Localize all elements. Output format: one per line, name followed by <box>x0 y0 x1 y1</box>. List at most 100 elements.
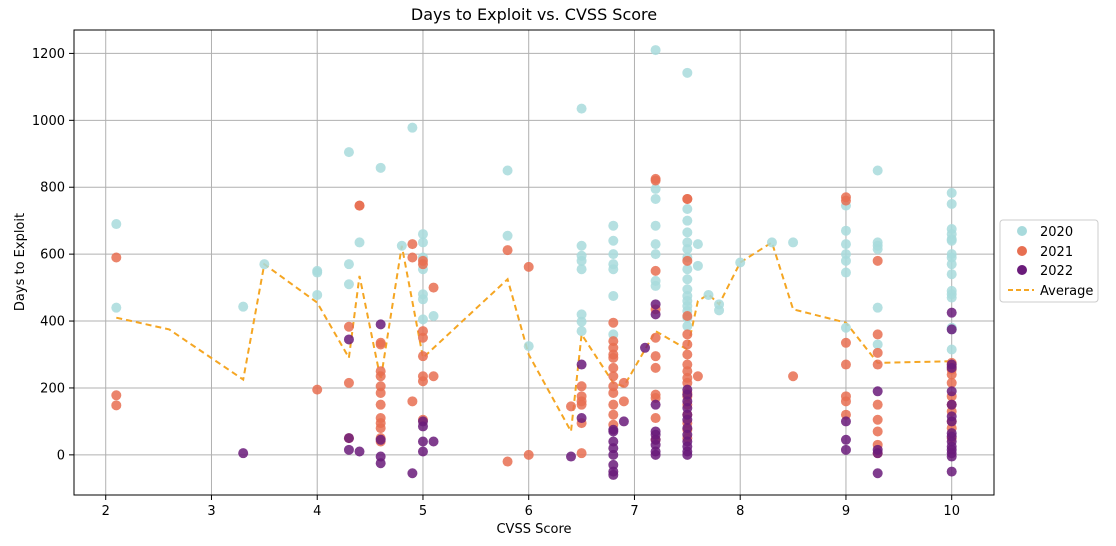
point-2021 <box>682 329 693 340</box>
point-2020 <box>946 292 957 303</box>
y-tick-label: 600 <box>40 248 65 263</box>
point-2020 <box>946 187 957 198</box>
legend-marker-2021 <box>1017 246 1027 256</box>
point-2022 <box>946 362 957 373</box>
point-2022 <box>872 448 883 459</box>
point-2020 <box>576 316 587 327</box>
plot-frame <box>73 29 995 496</box>
point-2020 <box>840 322 851 333</box>
x-tick-label: 7 <box>630 504 638 519</box>
point-2021 <box>608 352 619 363</box>
point-2021 <box>576 399 587 410</box>
point-2022 <box>608 426 619 437</box>
point-2022 <box>650 449 661 460</box>
point-2022 <box>375 319 386 330</box>
point-2020 <box>650 249 661 260</box>
point-2021 <box>872 347 883 358</box>
series-2021 <box>111 173 957 467</box>
legend-label-2022: 2022 <box>1040 264 1073 279</box>
point-2021 <box>375 387 386 398</box>
point-2021 <box>682 193 693 204</box>
y-axis-ticks: 0 200 400 600 800 1000 1200 <box>32 47 74 463</box>
chart-title: Days to Exploit vs. CVSS Score <box>411 5 657 24</box>
point-2022 <box>407 468 418 479</box>
point-2022 <box>682 449 693 460</box>
point-2021 <box>608 317 619 328</box>
point-2020 <box>682 203 693 214</box>
point-2020 <box>766 237 777 248</box>
legend-marker-2020 <box>1017 226 1027 236</box>
point-2021 <box>872 426 883 437</box>
legend-label-2021: 2021 <box>1040 245 1073 260</box>
point-2022 <box>650 309 661 320</box>
point-2021 <box>650 332 661 343</box>
point-2022 <box>640 342 651 353</box>
point-2021 <box>417 332 428 343</box>
point-2022 <box>650 299 661 310</box>
x-tick-label: 8 <box>736 504 744 519</box>
point-2021 <box>523 261 534 272</box>
y-tick-label: 1200 <box>32 47 65 62</box>
point-2020 <box>312 289 323 300</box>
point-2021 <box>111 390 122 401</box>
x-tick-label: 10 <box>943 504 960 519</box>
point-2020 <box>840 239 851 250</box>
point-2021 <box>375 371 386 382</box>
legend-box <box>999 219 1099 303</box>
point-2021 <box>840 195 851 206</box>
point-2020 <box>682 67 693 78</box>
point-2020 <box>608 235 619 246</box>
point-2021 <box>618 377 629 388</box>
point-2020 <box>946 269 957 280</box>
legend: 2020 2021 2022 Average <box>999 219 1099 303</box>
point-2021 <box>872 414 883 425</box>
legend-marker-2022 <box>1017 265 1027 275</box>
point-2020 <box>502 165 513 176</box>
point-2021 <box>523 449 534 460</box>
point-2020 <box>111 219 122 230</box>
point-2021 <box>840 359 851 370</box>
point-2022 <box>343 433 354 444</box>
point-2021 <box>576 448 587 459</box>
data-points <box>111 45 957 480</box>
point-2022 <box>576 359 587 370</box>
point-2021 <box>682 349 693 360</box>
grid-lines <box>74 30 994 495</box>
point-2020 <box>375 162 386 173</box>
point-2020 <box>417 294 428 305</box>
point-2022 <box>238 448 249 459</box>
point-2021 <box>502 245 513 256</box>
point-2020 <box>312 267 323 278</box>
point-2022 <box>608 449 619 460</box>
point-2020 <box>396 240 407 251</box>
point-2022 <box>946 307 957 318</box>
point-2020 <box>946 235 957 246</box>
point-2021 <box>608 371 619 382</box>
point-2020 <box>788 237 799 248</box>
point-2020 <box>650 239 661 250</box>
point-2020 <box>608 290 619 301</box>
series-2022 <box>238 299 957 480</box>
point-2020 <box>840 225 851 236</box>
point-2022 <box>872 386 883 397</box>
point-2020 <box>259 259 270 270</box>
point-2020 <box>703 289 714 300</box>
point-2022 <box>343 334 354 345</box>
point-2022 <box>946 324 957 335</box>
point-2021 <box>502 456 513 467</box>
point-2021 <box>566 401 577 412</box>
point-2020 <box>428 311 439 322</box>
point-2021 <box>650 265 661 276</box>
point-2020 <box>682 321 693 332</box>
point-2022 <box>682 414 693 425</box>
point-2022 <box>576 413 587 424</box>
y-axis-label: Days to Exploit <box>13 213 28 311</box>
y-tick-label: 800 <box>40 181 65 196</box>
point-2020 <box>872 244 883 255</box>
point-2020 <box>872 165 883 176</box>
point-2021 <box>682 311 693 322</box>
point-2020 <box>576 240 587 251</box>
x-axis-label: CVSS Score <box>496 522 571 537</box>
point-2020 <box>502 230 513 241</box>
